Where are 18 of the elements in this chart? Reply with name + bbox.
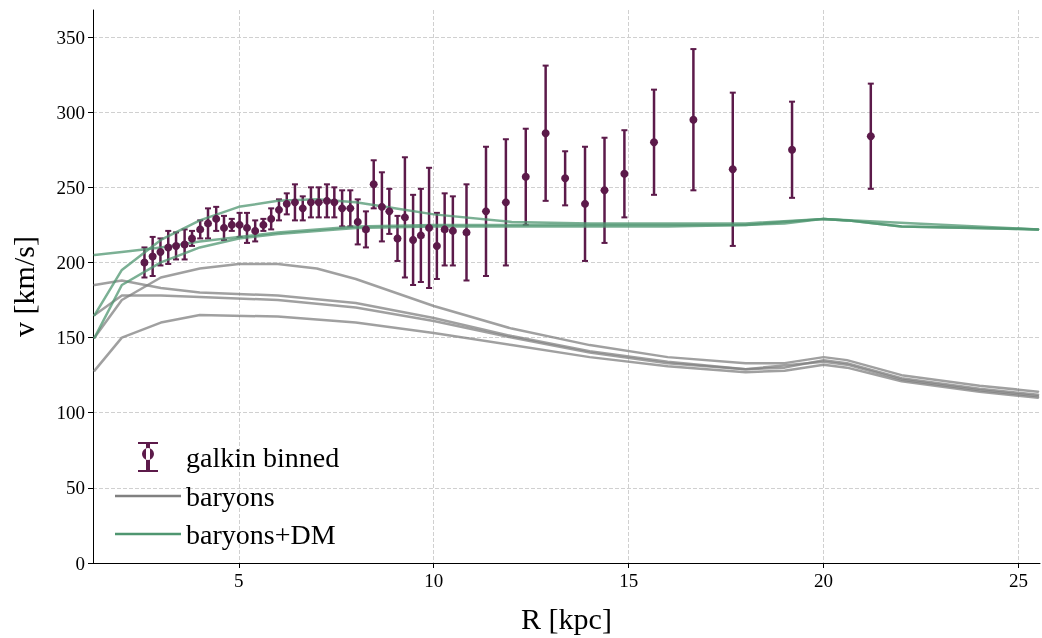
y-tick-label: 200 — [56, 251, 85, 273]
x-tick-label: 15 — [619, 570, 639, 591]
y-tick-label: 150 — [56, 327, 85, 349]
x-axis-title: R [kpc] — [521, 601, 612, 635]
legend-label: baryons — [186, 480, 275, 512]
y-tick-label: 350 — [56, 26, 85, 48]
legend-label: baryons+DM — [186, 518, 336, 550]
y-tick-label: 250 — [56, 176, 85, 198]
y-tick-label: 300 — [56, 101, 85, 123]
y-axis-title: v [km/s] — [6, 236, 40, 337]
legend-label: galkin binned — [186, 441, 340, 473]
x-tick-label: 20 — [814, 570, 834, 591]
x-tick-label: 25 — [1009, 570, 1029, 591]
x-tick-label: 10 — [424, 570, 444, 591]
x-tick-label: 5 — [234, 570, 244, 591]
y-tick-label: 50 — [66, 477, 85, 499]
y-tick-label: 0 — [75, 552, 85, 574]
y-tick-label: 100 — [56, 402, 85, 424]
